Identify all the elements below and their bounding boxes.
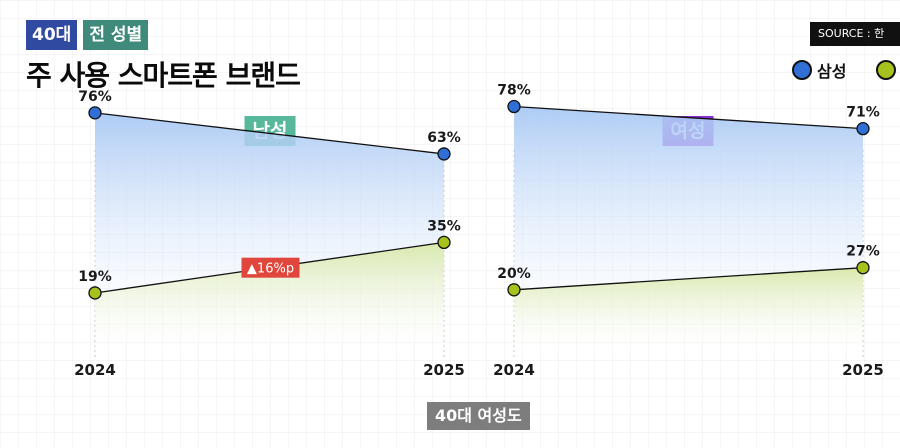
legend-item-samsung: 삼성 bbox=[792, 56, 846, 84]
age-tag: 40대 bbox=[26, 20, 78, 50]
x-tick-label-female-0: 2024 bbox=[493, 361, 535, 379]
footer-caption: 40대 여성도 bbox=[427, 402, 530, 430]
annotation-badge-bg bbox=[241, 257, 300, 278]
source-label: SOURCE : 한 bbox=[810, 22, 900, 46]
point-samsung-female-2025 bbox=[856, 121, 870, 136]
data-label-other-female-2024: 20% bbox=[497, 266, 531, 282]
line-other-female bbox=[513, 267, 864, 291]
x-tick-label-female-1: 2025 bbox=[842, 361, 884, 379]
data-label-samsung-male-2025: 63% bbox=[427, 130, 461, 146]
area-other-female bbox=[514, 267, 863, 353]
point-other-female-2025 bbox=[856, 261, 870, 275]
x-tick-label-male-1: 2025 bbox=[423, 361, 465, 379]
point-samsung-male-2025 bbox=[437, 147, 451, 161]
line-samsung-male bbox=[94, 112, 445, 155]
point-samsung-female-2024 bbox=[507, 99, 521, 114]
chart-title: 주 사용 스마트폰 브랜드 bbox=[26, 59, 301, 92]
gender-tag: 전 성별 bbox=[83, 20, 149, 50]
tag-row: 40대 전 성별 bbox=[26, 20, 300, 50]
line-samsung-female bbox=[513, 105, 864, 130]
area-other-male bbox=[95, 242, 444, 353]
legend-dot-samsung-icon bbox=[792, 60, 812, 80]
point-other-female-2024 bbox=[507, 283, 521, 297]
annotation-text: ▲16%p bbox=[247, 262, 294, 277]
header: 40대 전 성별 주 사용 스마트폰 브랜드 bbox=[26, 20, 301, 94]
data-label-other-male-2025: 35% bbox=[427, 218, 461, 234]
annotation-badge: ▲16%p bbox=[241, 257, 300, 278]
point-other-male-2024 bbox=[88, 286, 102, 300]
data-label-samsung-female-2025: 71% bbox=[846, 105, 880, 121]
x-tick-label-male-0: 2024 bbox=[74, 361, 116, 379]
data-label-other-male-2024: 19% bbox=[78, 269, 112, 285]
data-label-samsung-female-2024: 78% bbox=[497, 83, 531, 99]
data-label-samsung-male-2024: 76% bbox=[78, 89, 112, 105]
data-label-other-female-2025: 27% bbox=[846, 244, 880, 260]
legend: 삼성 bbox=[792, 56, 900, 84]
legend-item-other bbox=[876, 56, 900, 84]
point-samsung-male-2024 bbox=[88, 106, 102, 120]
legend-dot-other-icon bbox=[876, 60, 896, 80]
legend-label-samsung: 삼성 bbox=[817, 62, 847, 81]
point-other-male-2025 bbox=[437, 235, 451, 250]
